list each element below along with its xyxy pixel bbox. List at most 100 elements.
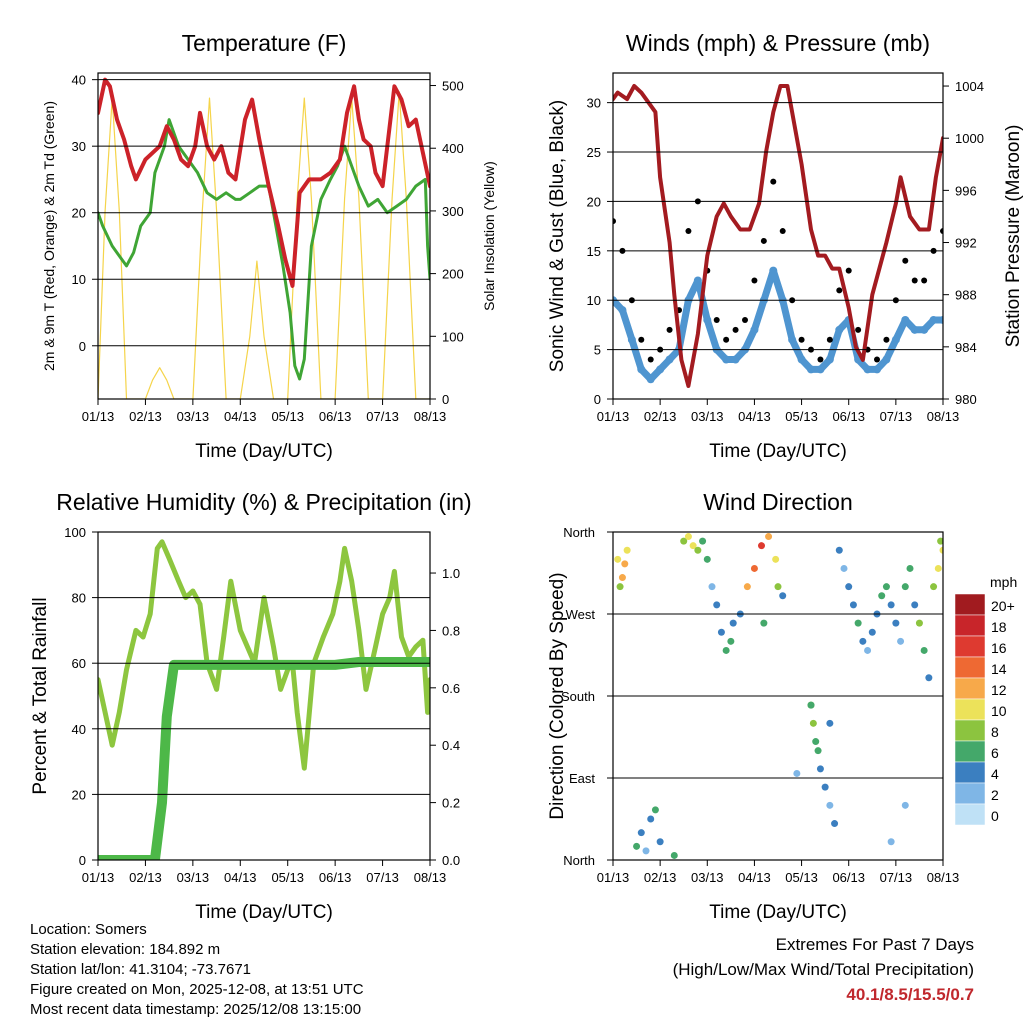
gust-point: [902, 257, 909, 264]
speed-legend-swatch: [954, 635, 986, 658]
direction-point: [835, 546, 843, 554]
created-text: Figure created on Mon, 2025-12-08, at 13…: [30, 981, 364, 998]
winds-xtick-label: 04/13: [738, 409, 771, 424]
direction-point: [623, 546, 631, 554]
gust-point: [911, 277, 918, 284]
temperature-y2label: Solar Insolation (Yellow): [481, 161, 497, 311]
direction-point: [840, 564, 848, 572]
direction-point: [708, 583, 716, 591]
winds-y2tick-label: 1000: [955, 131, 984, 146]
humidity-plot-area: [98, 539, 430, 860]
direction-points: [614, 533, 943, 859]
humidity-title: Relative Humidity (%) & Precipitation (i…: [56, 489, 471, 515]
humidity-frame: [97, 531, 431, 861]
humidity-xtick-label: 08/13: [414, 870, 447, 885]
direction-point: [651, 806, 659, 814]
speed-legend-label: 2: [991, 787, 999, 803]
temperature-xtick-label: 08/13: [414, 409, 447, 424]
speed-legend-swatch: [954, 677, 986, 700]
gust-point: [770, 178, 777, 185]
humidity-xtick-label: 01/13: [82, 870, 115, 885]
direction-ytick-label: East: [569, 771, 595, 786]
location-text: Location: Somers: [30, 921, 147, 938]
winds-xtick-label: 01/13: [597, 409, 630, 424]
humidity-line: [98, 539, 430, 771]
temperature-title: Temperature (F): [182, 30, 347, 56]
gust-point: [874, 356, 880, 363]
direction-xtick-label: 02/13: [644, 870, 677, 885]
temperature-xtick-label: 04/13: [224, 409, 257, 424]
humidity-xlabel: Time (Day/UTC): [195, 902, 333, 923]
direction-point: [618, 574, 626, 582]
direction-point: [868, 628, 876, 636]
direction-point: [616, 583, 624, 591]
temperature-xtick-label: 05/13: [271, 409, 304, 424]
wind-line: [613, 267, 943, 383]
speed-legend-label: 10: [991, 703, 1007, 719]
gust-point: [940, 228, 943, 235]
speed-legend-swatch: [954, 740, 986, 763]
temperature-ytick-label: 20: [72, 206, 86, 221]
direction-point: [760, 619, 768, 627]
direction-point: [930, 583, 938, 591]
direction-point: [793, 769, 801, 777]
direction-point: [939, 546, 943, 554]
speed-legend: mph 20+ 18 16 14 12 10 8 6 4 2 0: [954, 574, 1017, 826]
temperature-xtick-label: 03/13: [177, 409, 210, 424]
pressure-line: [613, 84, 943, 388]
temperature-xtick-label: 01/13: [82, 409, 115, 424]
speed-legend-label: 12: [991, 682, 1007, 698]
direction-point: [812, 738, 820, 746]
direction-point: [729, 619, 737, 627]
direction-point: [925, 674, 933, 682]
direction-point: [845, 583, 853, 591]
humidity-xtick-label: 02/13: [129, 870, 162, 885]
gust-point: [921, 277, 928, 284]
direction-point: [831, 820, 839, 828]
direction-point: [689, 542, 697, 550]
direction-point: [772, 555, 780, 563]
direction-point: [915, 619, 923, 627]
gust-point: [883, 336, 890, 343]
winds-xtick-label: 02/13: [644, 409, 677, 424]
winds-y2tick-label: 1004: [955, 79, 984, 94]
extremes-title: Extremes For Past 7 Days: [775, 935, 974, 954]
direction-point: [826, 719, 834, 727]
humidity-y2tick-label: 0.0: [442, 853, 460, 868]
direction-ytick-label: South: [561, 689, 595, 704]
extremes-values: 40.1/8.5/15.5/0.7: [846, 985, 974, 1004]
humidity-y2tick-label: 0.6: [442, 681, 460, 696]
direction-point: [901, 583, 909, 591]
direction-point: [743, 583, 751, 591]
direction-xtick-label: 08/13: [927, 870, 960, 885]
temperature-xlabel: Time (Day/UTC): [195, 441, 333, 462]
humidity-y2tick-label: 0.2: [442, 796, 460, 811]
direction-point: [901, 801, 909, 809]
winds-ytick-label: 5: [594, 343, 601, 358]
direction-point: [807, 701, 815, 709]
direction-point: [680, 537, 688, 545]
humidity-ytick-label: 20: [72, 787, 86, 802]
speed-legend-label: 8: [991, 724, 999, 740]
winds-ytick-label: 25: [587, 145, 601, 160]
speed-legend-swatch: [954, 698, 986, 721]
direction-point: [821, 783, 829, 791]
temperature-ylabel: 2m & 9m T (Red, Orange) & 2m Td (Green): [41, 101, 57, 371]
direction-point: [670, 851, 678, 859]
direction-plot-area: [614, 533, 943, 859]
humidity-xtick-label: 06/13: [319, 870, 352, 885]
speed-legend-label: 0: [991, 808, 999, 824]
direction-xtick-label: 05/13: [785, 870, 818, 885]
temperature-ytick-label: 30: [72, 139, 86, 154]
humidity-ytick-label: 0: [79, 853, 86, 868]
gust-point: [836, 287, 843, 294]
speed-legend-swatch: [954, 614, 986, 637]
speed-legend-label: 16: [991, 640, 1007, 656]
direction-point: [621, 560, 629, 568]
direction-point: [779, 592, 787, 600]
direction-title: Wind Direction: [703, 489, 853, 515]
gust-point: [638, 336, 645, 343]
direction-point: [642, 847, 650, 855]
